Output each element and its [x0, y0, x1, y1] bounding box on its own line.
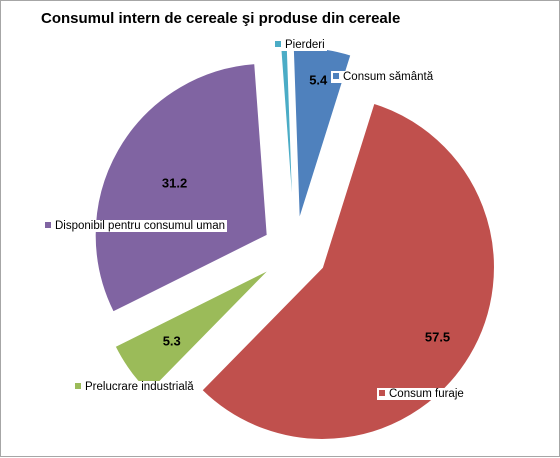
- legend-swatch-prelucrare-industriala: [75, 383, 81, 389]
- slice-label-pierderi: Pierderi: [273, 39, 327, 51]
- slice-label-prelucrare-industriala: Prelucrare industrială: [73, 381, 196, 393]
- data-label-2: 5.3: [163, 334, 181, 349]
- data-label-1: 57.5: [425, 329, 450, 344]
- legend-swatch-disponibil-consum-uman: [45, 222, 51, 228]
- pie-slice-1: [201, 102, 495, 440]
- slice-label-consum-samanta: Consum sământă: [331, 71, 436, 83]
- pie-slice-3: [94, 63, 268, 313]
- legend-swatch-consum-samanta: [333, 73, 339, 79]
- pie-slice-4: [280, 46, 294, 220]
- slice-label-disponibil-consum-uman: Disponibil pentru consumul uman: [43, 220, 228, 232]
- data-label-3: 31.2: [162, 175, 187, 190]
- data-label-0: 5.4: [309, 73, 328, 88]
- legend-swatch-consum-furaje: [379, 390, 385, 396]
- legend-swatch-pierderi: [275, 41, 281, 47]
- chart-title: Consumul intern de cereale şi produse di…: [41, 10, 401, 27]
- slice-label-consum-furaje: Consum furaje: [377, 388, 466, 400]
